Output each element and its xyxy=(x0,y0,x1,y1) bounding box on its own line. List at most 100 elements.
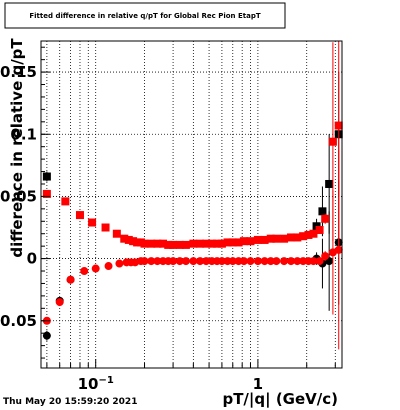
marker-circle xyxy=(272,257,281,266)
y-tick-label: 0 xyxy=(27,250,37,268)
marker-circle xyxy=(202,257,211,266)
data-point xyxy=(140,257,149,266)
data-point xyxy=(253,235,262,244)
title-box: Fitted difference in relative q/pT for G… xyxy=(4,2,286,29)
marker-square xyxy=(140,239,149,248)
plot-frame xyxy=(40,40,343,369)
marker-circle xyxy=(239,257,248,266)
data-point xyxy=(61,197,70,206)
data-point xyxy=(321,251,330,262)
x-tick-label: 1 xyxy=(253,375,263,393)
marker-square xyxy=(246,237,255,246)
data-point xyxy=(189,257,198,266)
marker-square xyxy=(223,238,232,247)
marker-square xyxy=(266,234,275,243)
marker-circle xyxy=(260,257,269,266)
data-point xyxy=(104,262,113,271)
data-point xyxy=(101,223,110,232)
x-axis-title: pT/|q| (GeV/c) xyxy=(222,390,338,409)
data-point xyxy=(120,234,129,243)
data-point xyxy=(334,41,343,250)
data-point xyxy=(164,240,173,249)
data-point xyxy=(315,225,324,234)
data-point xyxy=(207,239,216,248)
data-point xyxy=(181,240,190,249)
data-point xyxy=(287,233,296,242)
marker-square xyxy=(147,239,156,248)
y-tick-label: 0.1 xyxy=(10,125,37,143)
marker-square xyxy=(234,238,243,247)
marker-square xyxy=(325,179,334,188)
marker-circle xyxy=(228,257,237,266)
data-point xyxy=(169,240,178,249)
data-point xyxy=(159,239,168,248)
data-point xyxy=(280,257,289,266)
marker-square xyxy=(120,234,129,243)
data-point xyxy=(213,239,222,248)
marker-square xyxy=(328,137,337,146)
marker-circle xyxy=(66,275,75,284)
grid xyxy=(41,41,342,368)
data-point xyxy=(115,259,124,268)
marker-circle xyxy=(196,257,205,266)
marker-square xyxy=(207,239,216,248)
data-point xyxy=(266,257,275,266)
data-point xyxy=(217,239,226,248)
data-point xyxy=(140,239,149,248)
data-point xyxy=(253,257,262,266)
data-point xyxy=(315,257,324,266)
data-point xyxy=(175,240,184,249)
marker-circle xyxy=(115,259,124,268)
marker-square xyxy=(169,240,178,249)
marker-circle xyxy=(287,257,296,266)
chart-title: Fitted difference in relative q/pT for G… xyxy=(29,12,260,20)
data-point xyxy=(55,298,64,307)
marker-square xyxy=(196,239,205,248)
data-point xyxy=(234,238,243,247)
marker-circle xyxy=(246,257,255,266)
marker-square xyxy=(304,230,313,239)
data-point xyxy=(239,257,248,266)
data-point xyxy=(299,232,308,241)
marker-square xyxy=(287,233,296,242)
marker-circle xyxy=(217,257,226,266)
marker-circle xyxy=(140,257,149,266)
marker-square xyxy=(228,238,237,247)
data-point xyxy=(202,257,211,266)
marker-square xyxy=(88,218,97,227)
marker-circle xyxy=(153,257,162,266)
marker-square xyxy=(181,240,190,249)
marker-square xyxy=(75,211,84,220)
marker-square xyxy=(260,235,269,244)
marker-circle xyxy=(91,264,100,273)
marker-circle xyxy=(266,257,275,266)
data-point xyxy=(42,189,51,198)
data-point xyxy=(246,237,255,246)
marker-square xyxy=(159,239,168,248)
data-point xyxy=(309,257,318,266)
data-point xyxy=(293,257,302,266)
data-point xyxy=(42,330,51,341)
data-point xyxy=(88,218,97,227)
data-point xyxy=(175,257,184,266)
x-tick-label: 10−1 xyxy=(78,375,114,393)
data-point xyxy=(217,257,226,266)
data-point xyxy=(153,239,162,248)
marker-square xyxy=(112,229,121,238)
data-point xyxy=(228,238,237,247)
data-point xyxy=(272,257,281,266)
data-point xyxy=(75,211,84,220)
data-point xyxy=(153,257,162,266)
marker-square xyxy=(175,240,184,249)
data-point xyxy=(287,257,296,266)
marker-square xyxy=(299,232,308,241)
data-point xyxy=(181,257,190,266)
data-point xyxy=(280,234,289,243)
marker-square xyxy=(239,237,248,246)
marker-circle xyxy=(175,257,184,266)
data-point xyxy=(112,229,121,238)
data-point xyxy=(169,257,178,266)
y-tick-label: -0.05 xyxy=(0,312,37,330)
data-point xyxy=(260,257,269,266)
